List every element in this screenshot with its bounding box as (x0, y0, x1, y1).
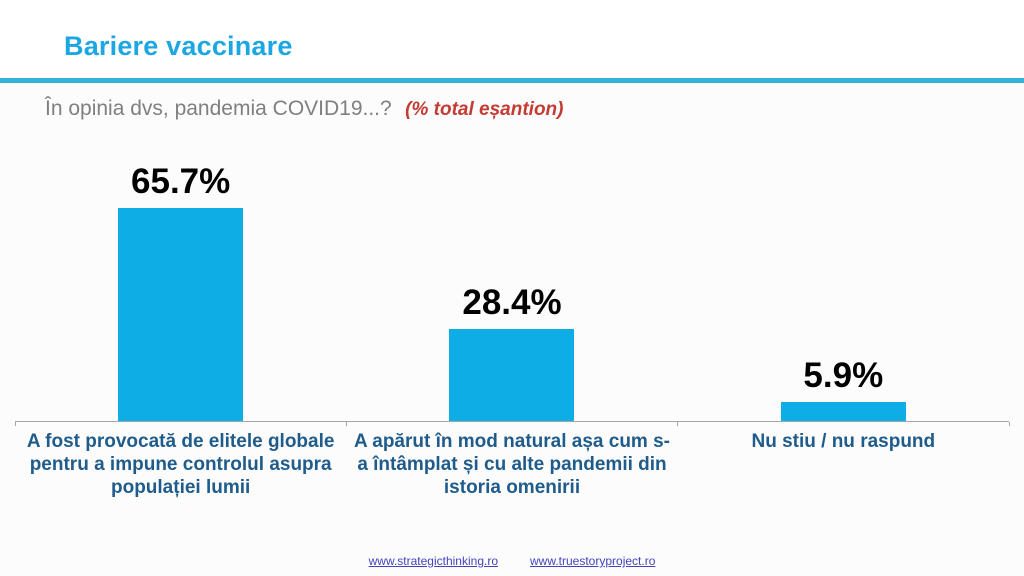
value-label: 65.7% (131, 162, 231, 201)
category-label: A apărut în mod natural așa cum s-a întâ… (353, 431, 671, 498)
footer-links: www.strategicthinking.ro www.truestorypr… (0, 554, 1024, 568)
value-label: 5.9% (803, 356, 884, 395)
bar (780, 402, 906, 421)
axis-tick (1009, 422, 1010, 426)
bar-group-natural: 28.4% (346, 150, 677, 421)
bar (118, 208, 244, 421)
x-axis-line (15, 421, 1010, 426)
bar (449, 329, 575, 421)
bar-chart: 65.7% 28.4% 5.9% (15, 150, 1009, 421)
category-label: Nu stiu / nu raspund (751, 431, 936, 452)
category-label: A fost provocată de elitele globale pent… (26, 431, 335, 498)
title-divider-rule (0, 78, 1024, 83)
sample-note: (% total eșantion) (405, 99, 564, 120)
link-strategicthinking[interactable]: www.strategicthinking.ro (368, 554, 498, 568)
slide-header: Bariere vaccinare (0, 0, 1024, 78)
survey-question: În opinia dvs, pandemia COVID19...? (% t… (45, 97, 564, 121)
axis-tick (15, 422, 16, 426)
question-text: În opinia dvs, pandemia COVID19...? (45, 97, 392, 120)
slide-title: Bariere vaccinare (64, 31, 293, 61)
axis-tick (346, 422, 347, 426)
link-truestoryproject[interactable]: www.truestoryproject.ro (530, 554, 656, 568)
bar-group-dont-know: 5.9% (678, 150, 1009, 421)
category-labels: A fost provocată de elitele globale pent… (15, 430, 1009, 499)
bar-group-elites: 65.7% (15, 150, 346, 421)
value-label: 28.4% (462, 283, 562, 322)
axis-tick (677, 422, 678, 426)
